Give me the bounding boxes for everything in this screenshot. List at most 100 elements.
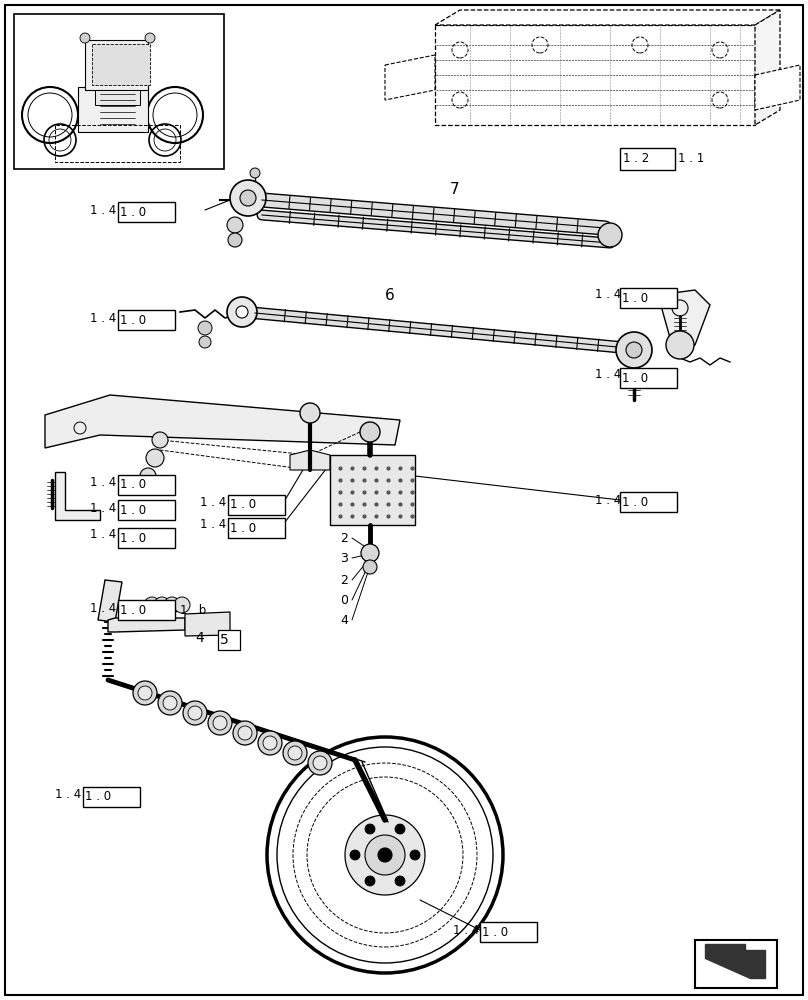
Circle shape (361, 544, 379, 562)
Text: 1 . 4: 1 . 4 (200, 518, 226, 532)
Bar (83, 787, 140, 807)
Circle shape (138, 686, 152, 700)
Bar (228, 495, 285, 515)
Circle shape (164, 597, 180, 613)
Bar (480, 922, 537, 942)
Polygon shape (755, 10, 780, 125)
Polygon shape (78, 87, 148, 132)
Text: 1 . 0: 1 . 0 (120, 206, 146, 219)
Bar (118, 475, 175, 495)
Circle shape (227, 217, 243, 233)
Bar (218, 630, 240, 650)
Circle shape (365, 835, 405, 875)
Text: 1 . 0: 1 . 0 (482, 926, 508, 938)
Circle shape (598, 223, 622, 247)
Polygon shape (385, 55, 435, 100)
Circle shape (666, 331, 694, 359)
Circle shape (146, 449, 164, 467)
Polygon shape (55, 472, 100, 520)
Text: 1 . 4: 1 . 4 (90, 601, 116, 614)
Polygon shape (98, 580, 122, 622)
Circle shape (238, 726, 252, 740)
Text: 1 . 0: 1 . 0 (120, 314, 146, 326)
Circle shape (378, 848, 392, 862)
Circle shape (213, 716, 227, 730)
Text: 7: 7 (450, 182, 460, 198)
Polygon shape (290, 450, 330, 470)
Circle shape (395, 876, 405, 886)
Text: 1 . 4: 1 . 4 (90, 502, 116, 514)
Text: 1 . b: 1 . b (180, 603, 206, 616)
Circle shape (233, 721, 257, 745)
Text: 1 . 4: 1 . 4 (90, 476, 116, 488)
Bar (118, 310, 175, 330)
Bar (228, 518, 285, 538)
Circle shape (240, 190, 256, 206)
Circle shape (350, 850, 360, 860)
Circle shape (154, 597, 170, 613)
Text: 1 . 0: 1 . 0 (120, 603, 146, 616)
Text: 1 . 2: 1 . 2 (623, 152, 650, 165)
Polygon shape (92, 44, 150, 85)
Circle shape (250, 168, 260, 178)
Bar (620, 368, 677, 388)
Circle shape (140, 468, 156, 484)
Circle shape (144, 597, 160, 613)
Circle shape (183, 701, 207, 725)
Circle shape (174, 597, 190, 613)
Text: 1 . 4: 1 . 4 (595, 368, 621, 381)
Bar (620, 492, 677, 512)
Circle shape (283, 741, 307, 765)
Circle shape (258, 731, 282, 755)
Text: 1 . 0: 1 . 0 (622, 495, 648, 508)
Polygon shape (330, 455, 415, 525)
Text: 1 . 4: 1 . 4 (90, 312, 116, 324)
Circle shape (227, 297, 257, 327)
Circle shape (313, 756, 327, 770)
Circle shape (163, 696, 177, 710)
Circle shape (395, 824, 405, 834)
Circle shape (365, 824, 375, 834)
Circle shape (365, 876, 375, 886)
Text: 1 . 0: 1 . 0 (230, 498, 256, 512)
Bar (118, 600, 175, 620)
Circle shape (80, 33, 90, 43)
Circle shape (360, 422, 380, 442)
Circle shape (133, 681, 157, 705)
Text: 5: 5 (220, 633, 229, 647)
Text: 1 . 0: 1 . 0 (120, 504, 146, 516)
Circle shape (208, 711, 232, 735)
Circle shape (308, 751, 332, 775)
Polygon shape (85, 40, 148, 90)
Text: 4: 4 (340, 613, 348, 626)
Text: 1 . 4: 1 . 4 (453, 924, 479, 936)
Circle shape (300, 403, 320, 423)
Circle shape (199, 336, 211, 348)
Text: 1 . 0: 1 . 0 (230, 522, 256, 534)
Bar (118, 202, 175, 222)
Bar (118, 528, 175, 548)
Circle shape (145, 33, 155, 43)
Polygon shape (185, 612, 230, 636)
Circle shape (263, 736, 277, 750)
Polygon shape (95, 90, 140, 105)
Bar (118, 500, 175, 520)
Polygon shape (45, 395, 400, 448)
Text: 1 . 0: 1 . 0 (622, 292, 648, 304)
Text: 1 . 4: 1 . 4 (90, 528, 116, 542)
Text: 2: 2 (340, 532, 348, 544)
Circle shape (228, 233, 242, 247)
Circle shape (345, 815, 425, 895)
Circle shape (158, 691, 182, 715)
Bar (620, 288, 677, 308)
Polygon shape (658, 290, 710, 345)
Circle shape (198, 321, 212, 335)
Text: 2: 2 (340, 574, 348, 586)
Text: 1 . 1: 1 . 1 (678, 152, 705, 165)
Text: 1 . 0: 1 . 0 (85, 790, 112, 804)
Text: 1 . 0: 1 . 0 (622, 371, 648, 384)
Text: 1 . 4: 1 . 4 (90, 204, 116, 217)
Text: 4: 4 (195, 631, 204, 645)
Bar (620, 148, 675, 170)
Polygon shape (435, 10, 780, 25)
